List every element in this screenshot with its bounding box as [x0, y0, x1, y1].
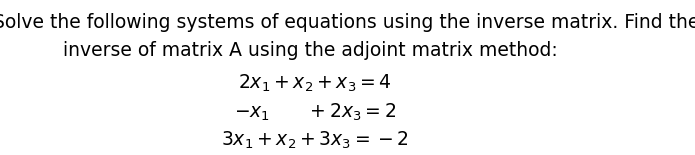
Text: $-x_1 \qquad + 2x_3 = 2$: $-x_1 \qquad + 2x_3 = 2$: [234, 101, 396, 123]
Text: $2x_1 + x_2 + x_3 = 4$: $2x_1 + x_2 + x_3 = 4$: [238, 73, 392, 94]
Text: Solve the following systems of equations using the inverse matrix. Find the: Solve the following systems of equations…: [0, 13, 695, 32]
Text: $3x_1 + x_2 + 3x_3 = -2$: $3x_1 + x_2 + 3x_3 = -2$: [221, 130, 409, 151]
Text: inverse of matrix A using the adjoint matrix method:: inverse of matrix A using the adjoint ma…: [63, 41, 558, 60]
